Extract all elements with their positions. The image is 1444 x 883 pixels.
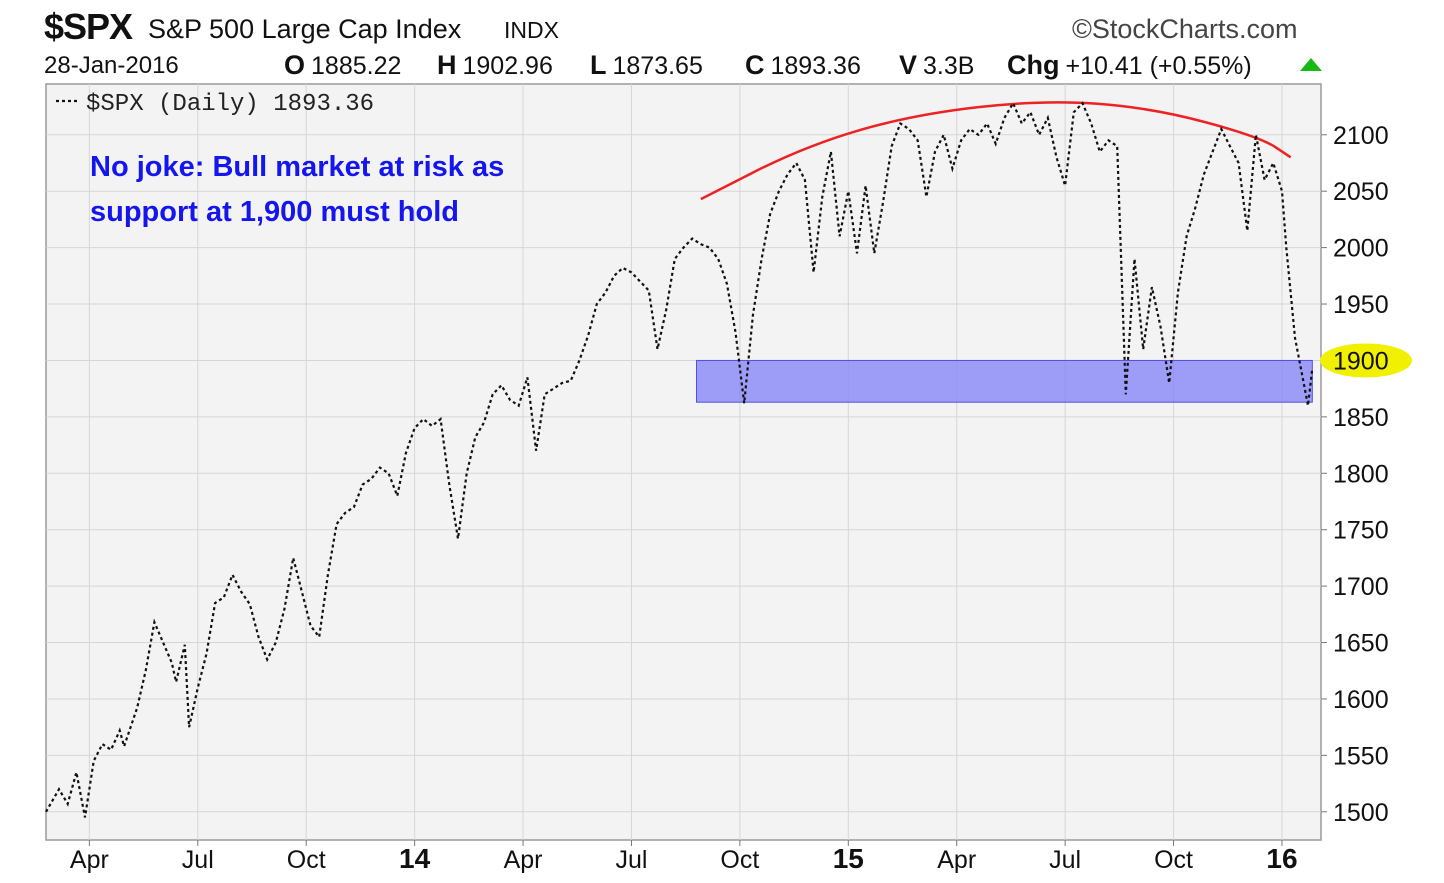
x-tick-label: Jul bbox=[182, 846, 214, 874]
support-zone bbox=[696, 359, 1313, 403]
y-tick-label: 1850 bbox=[1333, 404, 1389, 432]
support-band bbox=[696, 359, 1313, 403]
y-axis: 1500 1550 1600 1650 1700 1750 1800 1850 1900 1950… bbox=[1320, 122, 1412, 827]
topping-arc bbox=[700, 101, 1292, 201]
y-tick-label: 1800 bbox=[1333, 460, 1389, 488]
x-tick-label: Apr bbox=[70, 846, 109, 874]
change-value: Chg +10.41 (+0.55%) bbox=[1007, 50, 1252, 80]
y-tick-label: 1500 bbox=[1333, 799, 1389, 827]
price-series-line bbox=[45, 100, 1314, 818]
volume-value: V 3.3B bbox=[899, 50, 975, 80]
gridlines bbox=[46, 84, 1321, 840]
legend-label: $SPX (Daily) 1893.36 bbox=[86, 91, 374, 118]
up-arrow-icon bbox=[1300, 58, 1322, 71]
highlight-marker bbox=[1320, 343, 1412, 378]
low-value: L 1873.65 bbox=[590, 50, 703, 80]
x-tick-label: Jul bbox=[615, 846, 647, 874]
x-tick-label: 16 bbox=[1266, 843, 1297, 874]
x-tick-label: Oct bbox=[720, 846, 759, 874]
close-value: C 1893.36 bbox=[745, 50, 861, 80]
exchange-label: INDX bbox=[504, 17, 559, 43]
y-tick-label: 1900 bbox=[1333, 347, 1389, 375]
high-value: H 1902.96 bbox=[437, 50, 553, 80]
y-tick-label: 1700 bbox=[1333, 573, 1389, 601]
x-tick-label: Oct bbox=[1154, 846, 1193, 874]
legend: $SPX (Daily) 1893.36 bbox=[56, 91, 374, 118]
annotation-line-2: support at 1,900 must hold bbox=[90, 196, 459, 228]
index-name: S&P 500 Large Cap Index bbox=[148, 14, 462, 44]
x-tick-label: Apr bbox=[937, 846, 976, 874]
y-tick-label: 1650 bbox=[1333, 630, 1389, 658]
x-tick-label: Apr bbox=[504, 846, 543, 874]
x-axis: Apr Jul Oct 14 Apr Jul Oct 15 Apr Jul Oct 16 bbox=[70, 840, 1298, 874]
ticker-symbol: $SPX bbox=[44, 6, 133, 47]
open-value: O 1885.22 bbox=[284, 50, 402, 80]
y-tick-label: 2100 bbox=[1333, 122, 1389, 150]
x-tick-label: Jul bbox=[1049, 846, 1081, 874]
quote-date: 28-Jan-2016 bbox=[44, 52, 179, 79]
x-tick-label: 14 bbox=[399, 843, 431, 874]
y-tick-label: 2000 bbox=[1333, 235, 1389, 263]
source-credit: ©StockCharts.com bbox=[1072, 14, 1298, 44]
y-tick-label: 1550 bbox=[1333, 742, 1389, 770]
y-tick-label: 1950 bbox=[1333, 291, 1389, 319]
x-tick-label: 15 bbox=[833, 843, 864, 874]
y-tick-label: 1600 bbox=[1333, 686, 1389, 714]
plot-area bbox=[45, 83, 1322, 841]
y-tick-label: 2050 bbox=[1333, 178, 1389, 206]
y-tick-label: 1750 bbox=[1333, 517, 1389, 545]
annotation-line-1: No joke: Bull market at risk as bbox=[90, 151, 504, 183]
x-tick-label: Oct bbox=[287, 846, 326, 874]
